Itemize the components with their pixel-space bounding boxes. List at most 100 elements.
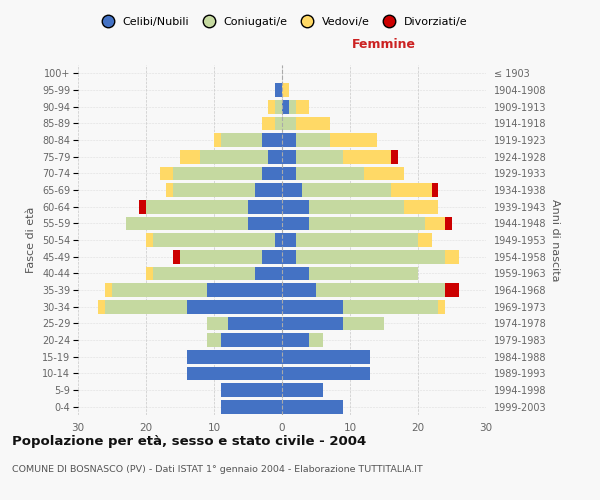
Bar [221,400,282,413]
Bar [282,150,296,164]
Bar [153,266,255,280]
Bar [227,316,282,330]
Bar [214,133,221,147]
Bar [282,83,289,97]
Bar [262,166,282,180]
Bar [282,333,309,347]
Bar [282,266,309,280]
Bar [166,183,173,197]
Bar [445,216,452,230]
Bar [282,233,296,247]
Bar [296,166,364,180]
Bar [153,233,275,247]
Bar [309,266,418,280]
Bar [282,400,343,413]
Bar [309,216,425,230]
Bar [404,200,439,213]
Bar [282,200,309,213]
Bar [425,216,445,230]
Bar [221,133,262,147]
Bar [296,150,343,164]
Text: Femmine: Femmine [352,38,416,51]
Bar [187,350,282,364]
Bar [262,116,275,130]
Bar [248,200,282,213]
Bar [180,150,200,164]
Bar [445,250,459,264]
Bar [431,183,439,197]
Bar [282,366,370,380]
Bar [221,383,282,397]
Bar [248,216,282,230]
Bar [343,300,439,314]
Bar [445,283,459,297]
Bar [173,183,255,197]
Bar [343,150,391,164]
Text: Popolazione per età, sesso e stato civile - 2004: Popolazione per età, sesso e stato civil… [12,435,366,448]
Bar [275,83,282,97]
Bar [98,300,105,314]
Y-axis label: Anni di nascita: Anni di nascita [550,198,560,281]
Bar [296,133,329,147]
Bar [343,316,384,330]
Bar [296,100,309,114]
Bar [173,166,262,180]
Bar [364,166,404,180]
Bar [180,250,262,264]
Bar [282,100,289,114]
Bar [275,116,282,130]
Bar [262,250,282,264]
Bar [221,333,282,347]
Bar [296,233,418,247]
Bar [391,183,431,197]
Bar [105,300,187,314]
Bar [282,116,296,130]
Bar [282,300,343,314]
Bar [262,133,282,147]
Bar [296,116,329,130]
Bar [112,283,207,297]
Bar [282,216,309,230]
Bar [296,250,445,264]
Bar [255,183,282,197]
Bar [207,316,227,330]
Bar [391,150,398,164]
Bar [187,300,282,314]
Bar [282,250,296,264]
Bar [316,283,445,297]
Bar [207,283,282,297]
Bar [309,333,323,347]
Bar [275,233,282,247]
Bar [282,350,370,364]
Bar [200,150,268,164]
Bar [282,166,296,180]
Bar [160,166,173,180]
Bar [255,266,282,280]
Text: COMUNE DI BOSNASCO (PV) - Dati ISTAT 1° gennaio 2004 - Elaborazione TUTTITALIA.I: COMUNE DI BOSNASCO (PV) - Dati ISTAT 1° … [12,465,423,474]
Bar [139,200,146,213]
Legend: Celibi/Nubili, Coniugati/e, Vedovi/e, Divorziati/e: Celibi/Nubili, Coniugati/e, Vedovi/e, Di… [92,12,472,32]
Bar [282,316,343,330]
Bar [275,100,282,114]
Y-axis label: Fasce di età: Fasce di età [26,207,37,273]
Bar [125,216,248,230]
Bar [282,183,302,197]
Bar [187,366,282,380]
Bar [146,233,153,247]
Bar [309,200,404,213]
Bar [302,183,391,197]
Bar [329,133,377,147]
Bar [207,333,221,347]
Bar [439,300,445,314]
Bar [268,150,282,164]
Bar [418,233,431,247]
Bar [289,100,296,114]
Bar [173,250,180,264]
Bar [282,133,296,147]
Bar [105,283,112,297]
Bar [268,100,275,114]
Bar [282,283,316,297]
Bar [146,200,248,213]
Bar [146,266,153,280]
Bar [282,383,323,397]
